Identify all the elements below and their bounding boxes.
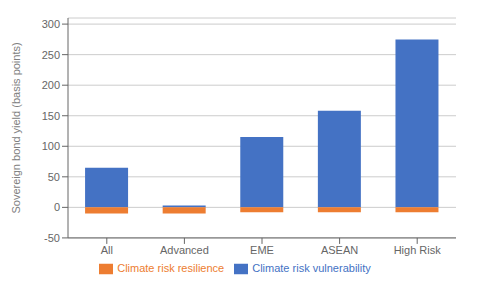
html-text:Climate risk resilience: Climate risk resilience	[117, 261, 225, 274]
svg-text:All: All	[101, 244, 113, 256]
svg-text:EME: EME	[250, 244, 274, 256]
svg-text:300: 300	[42, 18, 60, 30]
svg-text:0: 0	[54, 201, 60, 213]
svg-text:250: 250	[42, 49, 60, 61]
svg-text:-50: -50	[44, 232, 60, 244]
svg-text:Advanced: Advanced	[160, 244, 209, 256]
svg-text:200: 200	[42, 79, 60, 91]
svg-text:150: 150	[42, 110, 60, 122]
svg-text:Sovereign bond yield (basis po: Sovereign bond yield (basis points)	[10, 42, 22, 213]
svg-text:50: 50	[48, 171, 60, 183]
html-text:Climate risk vulnerability: Climate risk vulnerability	[252, 261, 371, 274]
svg-text:100: 100	[42, 140, 60, 152]
svg-text:ASEAN: ASEAN	[321, 244, 358, 256]
svg-text:High Risk: High Risk	[394, 244, 442, 256]
